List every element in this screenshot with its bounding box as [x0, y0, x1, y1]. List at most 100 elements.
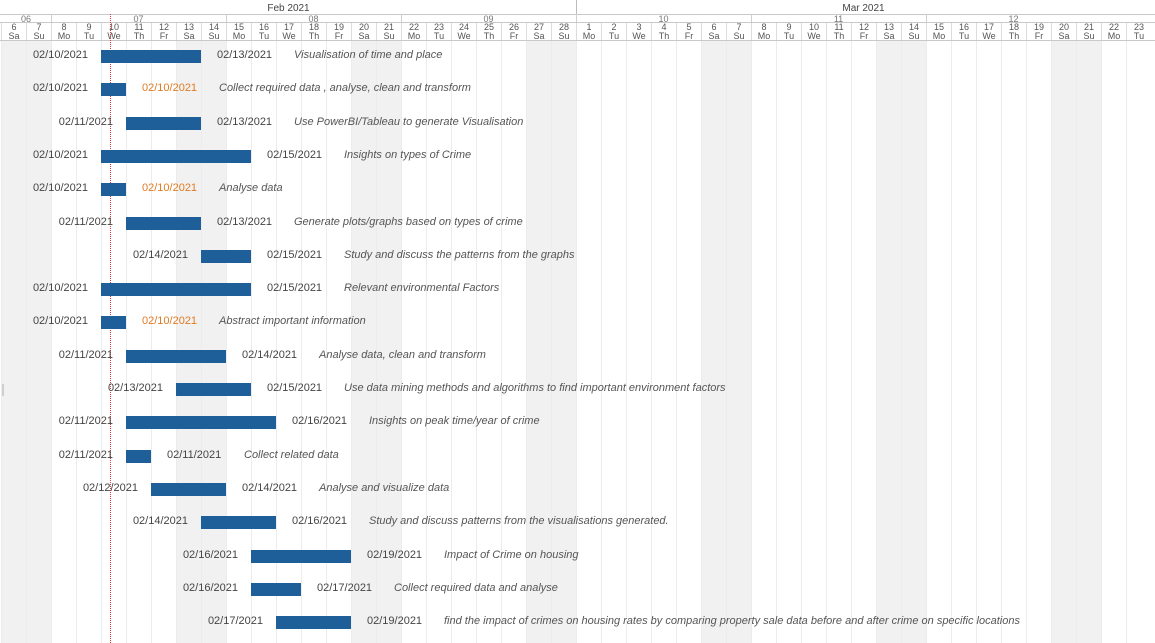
day-header-cell[interactable]: 6 Sa: [1, 22, 26, 41]
task-name[interactable]: Impact of Crime on housing: [444, 548, 579, 561]
day-header-cell[interactable]: 22 Mo: [1101, 22, 1126, 41]
day-header-cell[interactable]: 7 Su: [26, 22, 51, 41]
task-bar[interactable]: [126, 349, 226, 363]
day-header-cell[interactable]: 2 Tu: [601, 22, 626, 41]
day-header-cell[interactable]: 18 Th: [1001, 22, 1026, 41]
weekend-column: [201, 41, 226, 643]
task-name[interactable]: Use PowerBI/Tableau to generate Visualis…: [294, 115, 524, 128]
day-header-cell[interactable]: 9 Tu: [776, 22, 801, 41]
day-name: Sa: [8, 31, 20, 41]
day-header-cell[interactable]: 28 Su: [551, 22, 576, 41]
task-name[interactable]: Use data mining methods and algorithms t…: [344, 382, 726, 394]
day-header-cell[interactable]: 6 Sa: [701, 22, 726, 41]
task-name[interactable]: Study and discuss the patterns from the …: [344, 248, 575, 261]
day-header-cell[interactable]: 16 Tu: [951, 22, 976, 41]
day-header-cell[interactable]: 24 We: [451, 22, 476, 41]
month-separator: [576, 0, 577, 14]
task-bar[interactable]: [101, 50, 201, 63]
day-header-cell[interactable]: 7 Su: [726, 22, 751, 41]
day-header-cell[interactable]: 20 Sa: [351, 22, 376, 41]
day-header-cell[interactable]: 15 Mo: [926, 22, 951, 41]
day-header-cell[interactable]: 12 Fr: [851, 22, 876, 41]
day-header-cell[interactable]: 17 We: [976, 22, 1001, 41]
task-bar[interactable]: [126, 449, 151, 463]
day-header-cell[interactable]: 17 We: [276, 22, 301, 41]
task-end-date: 02/10/2021: [142, 182, 198, 195]
day-grid-line: [26, 41, 27, 643]
task-name[interactable]: Analyse data, clean and transform: [319, 348, 486, 361]
day-grid-line: [901, 41, 902, 643]
day-header-cell[interactable]: 18 Th: [301, 22, 326, 41]
task-bar[interactable]: [101, 83, 126, 97]
day-header-cell[interactable]: 1 Mo: [576, 22, 601, 41]
day-header-cell[interactable]: 19 Fr: [1026, 22, 1051, 41]
day-header-cell[interactable]: 25 Th: [476, 22, 501, 41]
day-header-cell[interactable]: 14 Su: [901, 22, 926, 41]
task-bar[interactable]: [151, 482, 226, 496]
task-bar[interactable]: [251, 549, 351, 563]
task-name[interactable]: Study and discuss patterns from the visu…: [369, 515, 669, 528]
day-header-cell[interactable]: 3 We: [626, 22, 651, 41]
task-bar[interactable]: [201, 516, 276, 530]
task-bar[interactable]: [251, 582, 301, 596]
day-header-cell[interactable]: 10 We: [801, 22, 826, 41]
day-name: Tu: [433, 31, 445, 41]
task-name[interactable]: Analyse data: [219, 182, 283, 195]
day-header-cell[interactable]: 14 Su: [201, 22, 226, 41]
task-name[interactable]: Visualisation of time and place: [294, 49, 443, 61]
day-header-cell[interactable]: 11 Th: [826, 22, 851, 41]
day-number: 19: [333, 22, 344, 32]
task-name[interactable]: Insights on types of Crime: [344, 148, 472, 161]
task-bar[interactable]: [176, 383, 251, 396]
task-name[interactable]: Collect required data , analyse, clean a…: [219, 82, 471, 95]
task-bar[interactable]: [101, 283, 251, 297]
day-header-cell[interactable]: 10 We: [101, 22, 126, 41]
day-header-cell[interactable]: 19 Fr: [326, 22, 351, 41]
task-bar[interactable]: [101, 149, 251, 163]
day-header-cell[interactable]: 8 Mo: [51, 22, 76, 41]
task-name[interactable]: Collect required data and analyse: [394, 581, 558, 594]
task-start-date: 02/12/2021: [82, 481, 138, 494]
day-header-cell[interactable]: 12 Fr: [151, 22, 176, 41]
day-header-cell[interactable]: 5 Fr: [676, 22, 701, 41]
task-bar[interactable]: [276, 616, 351, 630]
day-header-cell[interactable]: 27 Sa: [526, 22, 551, 41]
day-header-cell[interactable]: 23 Tu: [1126, 22, 1151, 41]
day-number: 4: [661, 22, 667, 32]
task-bar[interactable]: [126, 416, 276, 430]
day-number: 21: [1083, 22, 1094, 32]
week-separator: [401, 14, 402, 22]
task-name[interactable]: Relevant environmental Factors: [344, 282, 500, 295]
task-name[interactable]: Abstract important information: [219, 315, 366, 328]
task-bar[interactable]: [101, 183, 126, 197]
task-bar[interactable]: [101, 316, 126, 330]
task-name[interactable]: Insights on peak time/year of crime: [369, 415, 540, 428]
day-header-cell[interactable]: 9 Tu: [76, 22, 101, 41]
panel-resize-handle[interactable]: [2, 384, 4, 396]
day-header-cell[interactable]: 22 Mo: [401, 22, 426, 41]
day-header-cell[interactable]: 21 Su: [376, 22, 401, 41]
task-start-date: 02/13/2021: [107, 382, 163, 394]
task-name[interactable]: Generate plots/graphs based on types of …: [294, 215, 523, 228]
task-bar[interactable]: [201, 249, 251, 263]
day-header-cell[interactable]: 16 Tu: [251, 22, 276, 41]
task-name[interactable]: Collect related data: [244, 448, 339, 461]
task-bar[interactable]: [126, 116, 201, 130]
day-header-cell[interactable]: 23 Tu: [426, 22, 451, 41]
week-separator: [926, 14, 927, 22]
day-header-cell[interactable]: 20 Sa: [1051, 22, 1076, 41]
task-bar[interactable]: [126, 216, 201, 230]
day-header-cell[interactable]: 15 Mo: [226, 22, 251, 41]
day-number: 15: [233, 22, 244, 32]
task-name[interactable]: Analyse and visualize data: [319, 481, 450, 494]
day-header-cell[interactable]: 26 Fr: [501, 22, 526, 41]
day-header-cell[interactable]: 11 Th: [126, 22, 151, 41]
day-header-cell[interactable]: 13 Sa: [176, 22, 201, 41]
day-number: 6: [711, 22, 717, 32]
day-header-cell[interactable]: 13 Sa: [876, 22, 901, 41]
day-header-cell[interactable]: 8 Mo: [751, 22, 776, 41]
task-name[interactable]: find the impact of crimes on housing rat…: [444, 615, 1020, 628]
day-header-cell[interactable]: 4 Th: [651, 22, 676, 41]
day-header-cell[interactable]: 21 Su: [1076, 22, 1101, 41]
